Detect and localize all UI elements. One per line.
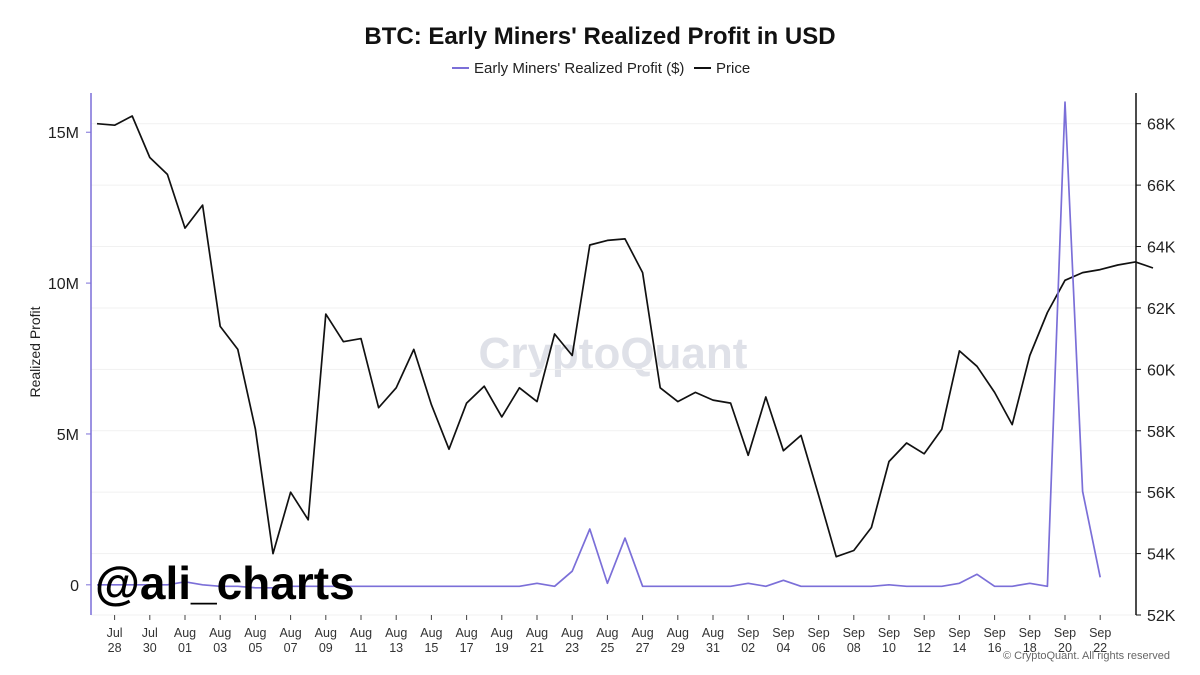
x-tick-label-day: 18 (1023, 641, 1037, 655)
x-tick-label-month: Aug (491, 626, 513, 640)
right-tick-label: 64K (1147, 240, 1176, 257)
right-tick-label: 66K (1147, 178, 1176, 195)
series-line-price (96, 115, 1154, 558)
x-tick-label-month: Jul (107, 626, 123, 640)
x-tick-label-day: 19 (495, 641, 509, 655)
author-annotation: @ali_charts (95, 557, 355, 609)
right-tick-label: 60K (1147, 362, 1176, 379)
x-tick-label-day: 21 (530, 641, 544, 655)
x-tick-label-day: 05 (248, 641, 262, 655)
right-tick-label: 62K (1147, 301, 1176, 318)
x-tick-label-month: Aug (526, 626, 548, 640)
legend-label-realized-profit[interactable]: Early Miners' Realized Profit ($) (474, 60, 684, 77)
x-tick-label-day: 28 (108, 641, 122, 655)
x-tick-label-month: Aug (596, 626, 618, 640)
x-tick-label-month: Sep (772, 626, 794, 640)
legend: Early Miners' Realized Profit ($) Price (452, 60, 750, 77)
x-tick-label-day: 01 (178, 641, 192, 655)
x-tick-label-month: Sep (878, 626, 900, 640)
x-tick-label-day: 30 (143, 641, 157, 655)
x-tick-label-month: Sep (983, 626, 1005, 640)
x-tick-label-month: Aug (385, 626, 407, 640)
x-tick-label-month: Sep (1019, 626, 1041, 640)
left-tick-label: 15M (48, 125, 79, 142)
x-tick-label-day: 31 (706, 641, 720, 655)
x-tick-label-day: 25 (600, 641, 614, 655)
x-tick-label-day: 09 (319, 641, 333, 655)
x-tick-label-month: Sep (807, 626, 829, 640)
x-tick-label-day: 15 (424, 641, 438, 655)
watermark: CryptoQuant (479, 329, 748, 378)
x-tick-label-day: 02 (741, 641, 755, 655)
x-tick-label-day: 23 (565, 641, 579, 655)
x-tick-label-month: Aug (315, 626, 337, 640)
x-tick-label-day: 07 (284, 641, 298, 655)
x-axis-ticks: Jul28Jul30Aug01Aug03Aug05Aug07Aug09Aug11… (107, 615, 1111, 655)
x-tick-label-month: Sep (1054, 626, 1076, 640)
x-tick-label-month: Sep (948, 626, 970, 640)
x-tick-label-month: Aug (667, 626, 689, 640)
x-tick-label-day: 08 (847, 641, 861, 655)
x-tick-label-day: 03 (213, 641, 227, 655)
right-tick-label: 54K (1147, 547, 1176, 564)
left-tick-label: 10M (48, 276, 79, 293)
x-tick-label-month: Aug (561, 626, 583, 640)
right-tick-label: 68K (1147, 117, 1176, 134)
legend-label-price[interactable]: Price (716, 60, 750, 77)
x-tick-label-month: Sep (1089, 626, 1111, 640)
x-tick-label-month: Aug (702, 626, 724, 640)
x-tick-label-day: 22 (1093, 641, 1107, 655)
left-axis-ticks: 0 5M 10M 15M (48, 125, 91, 595)
x-tick-label-day: 29 (671, 641, 685, 655)
left-tick-label: 5M (57, 427, 79, 444)
x-tick-label-day: 17 (460, 641, 474, 655)
x-tick-label-day: 13 (389, 641, 403, 655)
x-tick-label-day: 10 (882, 641, 896, 655)
x-tick-label-month: Aug (279, 626, 301, 640)
chart-title: BTC: Early Miners' Realized Profit in US… (364, 23, 835, 50)
left-tick-label: 0 (70, 578, 79, 595)
x-tick-label-day: 16 (988, 641, 1002, 655)
x-tick-label-month: Jul (142, 626, 158, 640)
x-tick-label-month: Aug (631, 626, 653, 640)
x-tick-label-month: Sep (737, 626, 759, 640)
x-tick-label-day: 06 (812, 641, 826, 655)
series-line-realized-profit (97, 101, 1102, 589)
copyright: © CryptoQuant. All rights reserved (1003, 650, 1170, 662)
x-tick-label-day: 11 (355, 641, 368, 655)
x-tick-label-month: Aug (209, 626, 231, 640)
y-axis-label: Realized Profit (27, 306, 43, 397)
right-tick-label: 52K (1147, 608, 1176, 625)
x-tick-label-month: Aug (244, 626, 266, 640)
x-tick-label-day: 20 (1058, 641, 1072, 655)
x-tick-label-month: Sep (913, 626, 935, 640)
x-tick-label-day: 12 (917, 641, 931, 655)
x-tick-label-day: 14 (952, 641, 966, 655)
x-tick-label-month: Aug (174, 626, 196, 640)
right-tick-label: 56K (1147, 485, 1176, 502)
x-tick-label-month: Aug (420, 626, 442, 640)
x-tick-label-day: 04 (776, 641, 790, 655)
x-tick-label-day: 27 (636, 641, 650, 655)
grid (91, 123, 1136, 616)
x-tick-label-month: Aug (350, 626, 372, 640)
right-axis-ticks: 52K 54K 56K 58K 60K 62K 64K 66K 68K (1136, 117, 1176, 625)
right-tick-label: 58K (1147, 424, 1176, 441)
x-tick-label-month: Sep (843, 626, 865, 640)
x-tick-label-month: Aug (455, 626, 477, 640)
